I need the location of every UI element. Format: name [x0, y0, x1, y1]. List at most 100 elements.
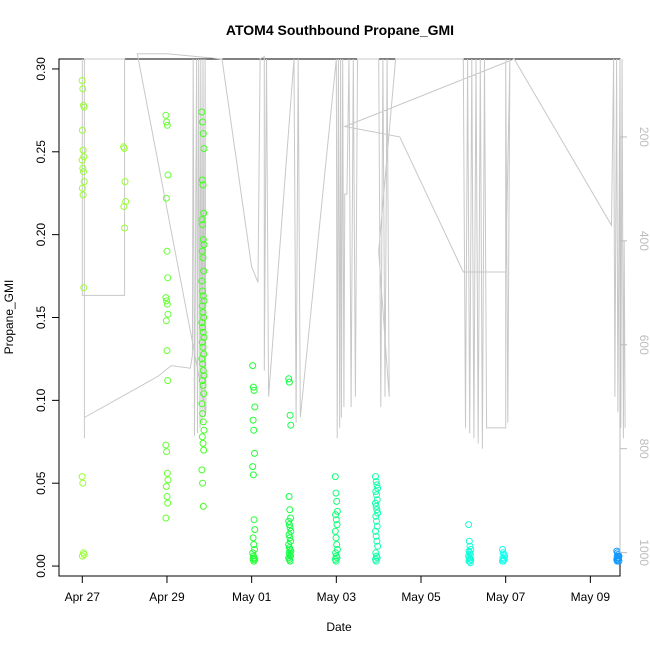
data-point — [499, 557, 507, 565]
data-point — [199, 292, 207, 300]
data-point — [333, 507, 341, 515]
data-point — [372, 488, 380, 495]
data-point — [78, 77, 86, 84]
x-tick-label: Apr 29 — [149, 590, 185, 604]
data-point — [162, 294, 170, 302]
data-point — [199, 130, 207, 138]
data-point — [164, 377, 172, 384]
data-point — [79, 146, 87, 154]
data-point — [249, 416, 257, 424]
data-point — [332, 489, 340, 497]
data-point — [198, 400, 206, 408]
data-point — [249, 463, 257, 471]
data-point — [164, 171, 172, 179]
x-tick-label: May 01 — [232, 590, 272, 604]
data-point — [372, 473, 379, 481]
data-point — [79, 85, 87, 93]
pressure-track-line — [81, 53, 626, 449]
data-point — [374, 542, 382, 550]
data-point — [251, 546, 258, 553]
data-point — [199, 221, 207, 229]
data-point — [500, 555, 508, 563]
y-axis: 0.00 0.05 0.10 0.15 0.20 0.25 0.30 — [34, 57, 60, 578]
x-tick-label: May 05 — [401, 590, 441, 604]
data-point — [286, 524, 294, 532]
data-point — [200, 241, 208, 249]
data-point — [78, 184, 86, 192]
x-axis: Apr 27 Apr 29 May 01 May 03 May 05 May 07 May … — [65, 575, 610, 604]
x-tick-label: May 07 — [486, 590, 526, 604]
y-tick-label: 0.15 — [34, 305, 48, 329]
data-point — [163, 493, 171, 500]
y-tick-label: 0.30 — [34, 57, 48, 81]
data-point — [164, 499, 172, 507]
data-point — [200, 390, 208, 398]
data-point — [286, 506, 294, 514]
data-point — [285, 521, 293, 529]
data-point — [287, 552, 294, 560]
data-point — [372, 549, 380, 557]
data-point — [250, 426, 258, 434]
data-point — [199, 254, 207, 262]
y-tick-label: 0.20 — [34, 223, 48, 247]
data-point — [373, 506, 381, 514]
data-point — [163, 300, 171, 308]
data-point — [162, 483, 170, 490]
data-point — [163, 247, 171, 255]
points-layer — [78, 77, 623, 567]
data-point — [78, 473, 86, 481]
data-point — [164, 310, 172, 318]
data-point — [372, 499, 379, 507]
y-tick-label: 0.25 — [34, 140, 48, 164]
data-point — [163, 448, 171, 456]
data-point — [200, 267, 208, 275]
data-point — [331, 473, 339, 481]
data-point — [163, 121, 171, 129]
data-point — [287, 547, 295, 555]
data-point — [198, 355, 206, 363]
data-point — [250, 386, 258, 394]
y-tick-label: 0.00 — [34, 554, 48, 578]
data-point — [251, 526, 259, 534]
data-point — [198, 466, 206, 474]
data-point — [332, 516, 340, 524]
data-point — [200, 297, 208, 305]
data-point — [79, 191, 87, 199]
data-point — [285, 517, 293, 525]
data-point — [199, 418, 207, 426]
data-point — [372, 557, 380, 565]
data-point — [199, 502, 207, 510]
data-point — [373, 522, 381, 530]
data-point — [199, 287, 207, 295]
plot-area — [58, 53, 626, 577]
data-point — [199, 410, 207, 418]
data-point — [162, 514, 170, 522]
data-point — [333, 546, 341, 553]
x-tick-label: May 03 — [317, 590, 357, 604]
data-point — [199, 479, 207, 487]
data-point — [80, 284, 88, 292]
data-point — [373, 496, 381, 504]
data-point — [372, 532, 380, 540]
data-point — [250, 516, 258, 524]
data-point — [372, 478, 380, 485]
data-point — [200, 426, 208, 434]
data-point — [79, 164, 87, 172]
data-point — [467, 555, 475, 563]
data-point — [80, 551, 88, 558]
data-point — [162, 194, 170, 202]
data-point — [80, 103, 88, 111]
data-point — [373, 517, 380, 525]
data-point — [78, 126, 86, 134]
data-point — [332, 534, 340, 542]
data-point — [79, 479, 87, 487]
right-tick-label: 800 — [637, 439, 650, 459]
data-point — [373, 554, 381, 562]
y-tick-label: 0.05 — [34, 471, 48, 495]
data-point — [287, 421, 295, 429]
data-point — [120, 145, 128, 152]
data-point — [249, 383, 257, 391]
data-point — [163, 118, 171, 126]
data-point — [333, 521, 341, 529]
